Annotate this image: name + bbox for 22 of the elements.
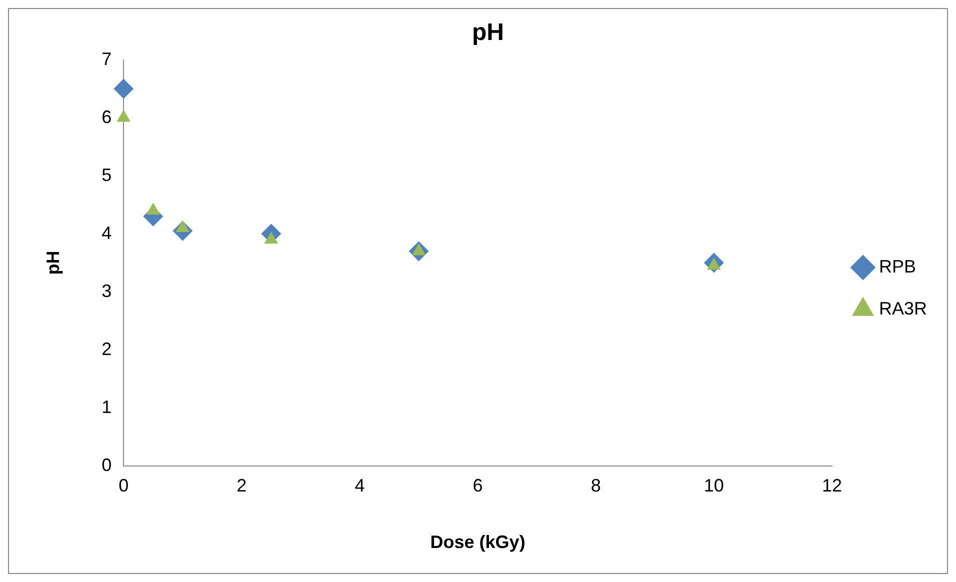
legend-label: RA3R <box>878 298 927 318</box>
y-tick-label: 7 <box>102 48 112 69</box>
y-tick-label: 4 <box>102 222 112 243</box>
x-tick-label: 8 <box>590 476 601 496</box>
y-tick-label: 3 <box>102 280 112 301</box>
y-tick-label: 1 <box>102 396 112 417</box>
legend-label: RPB <box>878 256 916 276</box>
point <box>114 78 134 99</box>
x-tick-label: 4 <box>354 476 365 496</box>
x-axis-title: Dose (kGy) <box>430 532 526 552</box>
y-tick-label: 5 <box>102 164 112 185</box>
x-tick-label: 10 <box>704 476 724 496</box>
x-tick-label: 6 <box>472 476 483 496</box>
point <box>146 202 160 215</box>
x-tick-label: 12 <box>822 476 842 496</box>
x-tick-label: 0 <box>118 476 129 496</box>
y-axis-title: pH <box>42 250 63 275</box>
x-tick-label: 2 <box>236 476 247 496</box>
y-tick-label: 2 <box>102 338 112 359</box>
y-tick-label: 0 <box>102 454 112 475</box>
y-tick-label: 6 <box>102 106 112 127</box>
chart-title: pH <box>472 19 504 46</box>
